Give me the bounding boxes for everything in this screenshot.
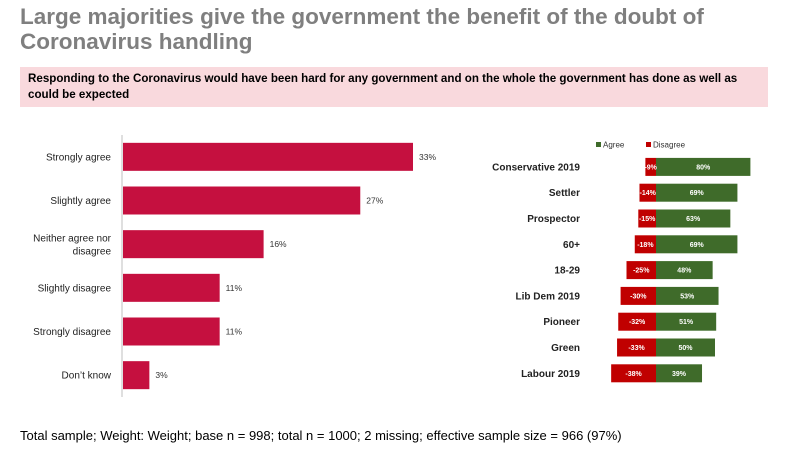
subgroup-label: Lib Dem 2019 [516,291,581,302]
disagree-bar [618,312,656,331]
subgroup-label: Pioneer [543,317,580,328]
category-label-line: Strongly disagree [33,327,111,338]
agree-value-label: 53% [680,293,695,300]
disagree-value-label: -30% [630,293,647,300]
subgroup-label: 18-29 [554,266,580,277]
bar-value-label: 16% [270,239,287,249]
disagree-bar [617,338,656,357]
agree-value-label: 69% [690,190,705,197]
category-label: Slightly agree [50,196,111,207]
disagree-value-label: -25% [633,268,650,275]
disagree-bar [611,364,656,383]
subgroup-label: 60+ [563,240,580,251]
bar [123,361,150,390]
disagree-bar [638,209,656,228]
bar-value-label: 3% [155,370,168,380]
legend-swatch-disagree [646,142,651,147]
category-label: Don’t know [62,371,112,382]
subgroup-diverging-chart: Agree Disagree 80% -9% Conservative 2019 69% -… [492,141,751,383]
agree-bar [656,312,717,331]
agree-value-label: 48% [677,268,692,275]
subgroup-label: Settler [549,188,580,199]
disagree-bar [634,235,656,254]
agree-bar [656,235,738,254]
disagree-bar [639,183,656,202]
agree-value-label: 63% [686,216,701,223]
question-banner: Responding to the Coronavirus would have… [20,67,768,107]
disagree-value-label: -15% [639,216,656,223]
category-label-line: Slightly disagree [38,283,112,294]
agree-value-label: 39% [672,371,687,378]
disagree-value-label: -14% [640,190,657,197]
disagree-bar [626,261,656,280]
legend-swatch-agree [596,142,601,147]
agree-bar [656,364,703,383]
disagree-value-label: -33% [628,345,645,352]
agree-value-label: 50% [678,345,693,352]
category-label: Strongly disagree [33,327,111,338]
agree-value-label: 69% [690,242,705,249]
bar [123,142,413,171]
bar-value-label: 27% [366,196,383,206]
bar-value-label: 33% [419,152,436,162]
agree-bar [656,157,751,176]
bar [123,317,220,346]
subgroup-label: Conservative 2019 [492,162,580,173]
agree-value-label: 51% [679,319,694,326]
subgroup-label: Prospector [527,214,580,225]
legend-label-agree: Agree [603,141,625,150]
bar [123,273,220,302]
agree-value-label: 80% [696,164,711,171]
category-label-line: disagree [73,247,112,258]
legend-label-disagree: Disagree [653,141,686,150]
bar-value-label: 11% [226,327,243,337]
disagree-value-label: -38% [625,371,642,378]
disagree-bar [620,286,656,305]
bar-value-label: 11% [226,283,243,293]
disagree-value-label: -9% [644,164,657,171]
agree-bar [656,286,719,305]
agree-bar [656,261,713,280]
disagree-bar [645,157,656,176]
category-label-line: Strongly agree [46,152,111,163]
subgroup-label: Green [551,343,580,354]
page-title: Large majorities give the government the… [20,4,704,54]
category-label: Slightly disagree [38,283,112,294]
category-label: Neither agree nor disagree [33,234,111,258]
bar [123,230,264,259]
agree-bar [656,338,715,357]
bar [123,186,361,215]
sample-footnote: Total sample; Weight: Weight; base n = 9… [20,428,622,443]
category-label-line: Slightly agree [50,196,111,207]
subgroup-label: Labour 2019 [521,369,580,380]
category-label-line: Don’t know [62,371,112,382]
category-label: Strongly agree [46,152,111,163]
response-bar-chart: 33% Strongly agree 27% Slightly agree 16% Nei… [33,135,436,397]
agree-bar [656,209,731,228]
agree-bar [656,183,738,202]
category-label-line: Neither agree nor [33,234,111,245]
disagree-value-label: -18% [637,242,654,249]
disagree-value-label: -32% [629,319,646,326]
